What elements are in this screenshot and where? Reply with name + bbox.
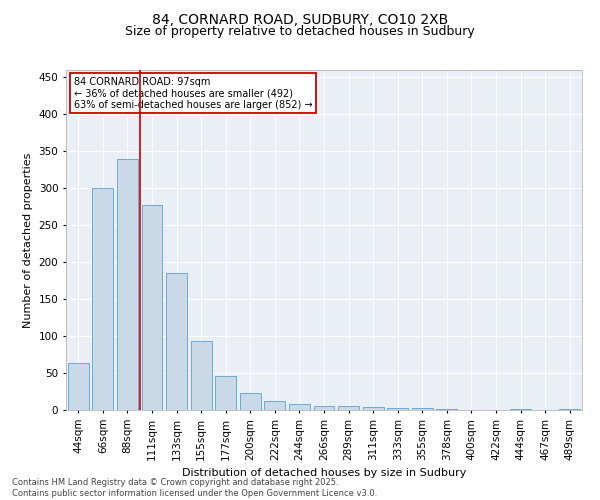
Bar bbox=[412, 408, 433, 410]
Bar bbox=[362, 407, 383, 410]
Text: Size of property relative to detached houses in Sudbury: Size of property relative to detached ho… bbox=[125, 25, 475, 38]
Bar bbox=[559, 408, 580, 410]
Bar bbox=[142, 204, 163, 410]
Bar bbox=[166, 274, 187, 410]
Bar bbox=[510, 408, 531, 410]
Bar bbox=[387, 408, 408, 410]
Y-axis label: Number of detached properties: Number of detached properties bbox=[23, 152, 33, 328]
Bar bbox=[314, 406, 334, 410]
Bar bbox=[68, 364, 89, 410]
Text: Contains HM Land Registry data © Crown copyright and database right 2025.
Contai: Contains HM Land Registry data © Crown c… bbox=[12, 478, 377, 498]
Bar bbox=[265, 401, 286, 410]
Bar bbox=[436, 408, 457, 410]
Bar bbox=[338, 406, 359, 410]
X-axis label: Distribution of detached houses by size in Sudbury: Distribution of detached houses by size … bbox=[182, 468, 466, 478]
Bar bbox=[117, 158, 138, 410]
Bar bbox=[191, 342, 212, 410]
Bar bbox=[215, 376, 236, 410]
Bar bbox=[240, 393, 261, 410]
Text: 84, CORNARD ROAD, SUDBURY, CO10 2XB: 84, CORNARD ROAD, SUDBURY, CO10 2XB bbox=[152, 12, 448, 26]
Bar bbox=[289, 404, 310, 410]
Bar bbox=[92, 188, 113, 410]
Text: 84 CORNARD ROAD: 97sqm
← 36% of detached houses are smaller (492)
63% of semi-de: 84 CORNARD ROAD: 97sqm ← 36% of detached… bbox=[74, 77, 313, 110]
